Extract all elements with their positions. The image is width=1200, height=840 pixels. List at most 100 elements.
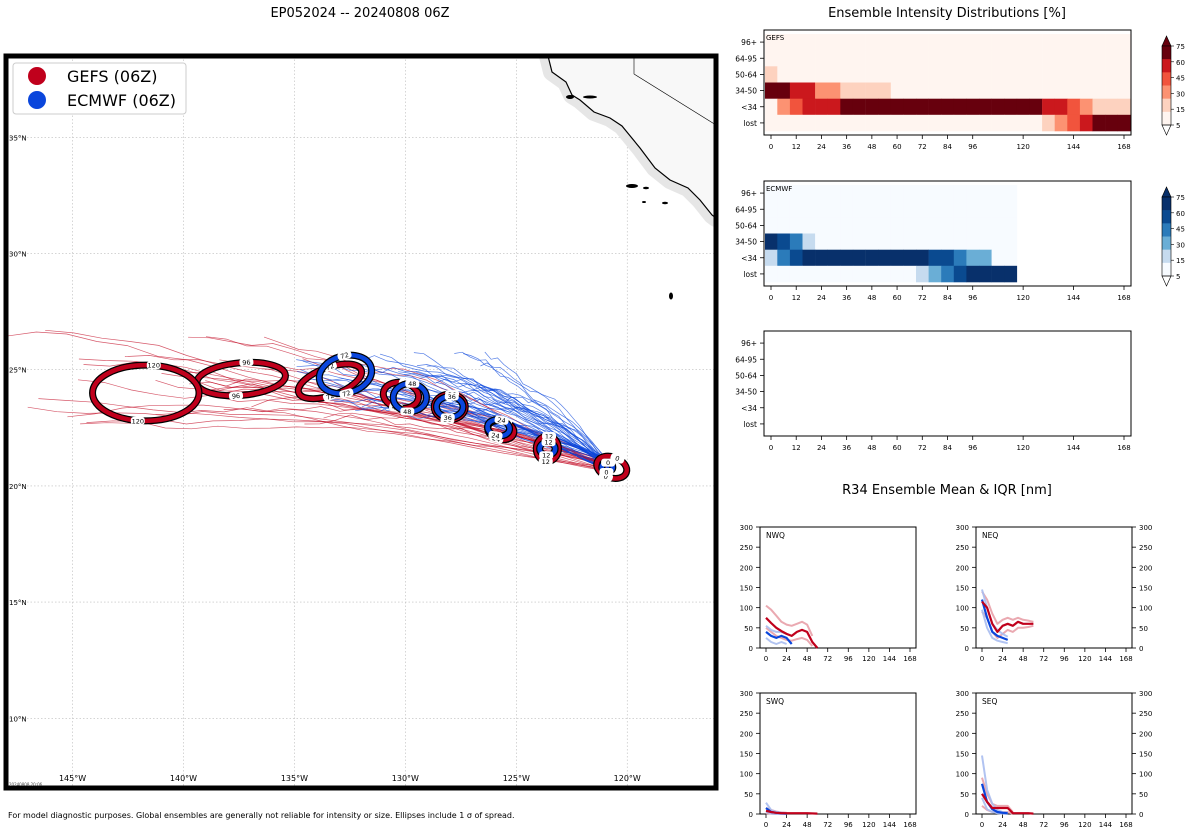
x-tick-label: 12 <box>792 444 801 452</box>
heatmap-cell <box>916 66 929 83</box>
heatmap-cell <box>1067 66 1081 83</box>
heatmap-cell <box>802 265 816 283</box>
ecmwf-ellipse: 12 12 <box>536 438 559 460</box>
island <box>583 95 597 99</box>
colorbar-frame <box>1161 196 1172 277</box>
heatmap-cell <box>852 249 866 267</box>
heatmap-cell <box>903 201 917 218</box>
gefs-hour-bg <box>146 361 161 370</box>
y-tick-label: 250 <box>740 544 753 552</box>
heatmap-cell <box>953 265 967 283</box>
heatmap-cell <box>865 185 879 202</box>
heatmap-cell <box>840 233 854 250</box>
intensity-frame <box>763 330 1132 437</box>
ecmwf-mean-line <box>980 599 1009 641</box>
heatmap-cell <box>1029 114 1043 132</box>
y-tick-label: 0 <box>965 645 969 653</box>
heatmap-cell <box>1117 50 1131 67</box>
heatmap-cell <box>840 217 854 234</box>
heatmap-cell <box>928 233 942 250</box>
gefs-mean-line <box>765 617 819 649</box>
heatmap-cell <box>1079 98 1093 116</box>
ensemble-track <box>67 404 612 464</box>
r34-panel-nwq: NWQ 0 50 100 150 200 250 300 0 24 48 72 96 120 144 168 <box>740 524 917 663</box>
heatmap-cell <box>1042 50 1055 67</box>
ecmwf-hour-bg <box>541 438 556 447</box>
x-tick-label: 72 <box>918 294 927 302</box>
heatmap-cell <box>1029 98 1043 116</box>
heatmap-cell <box>953 82 967 99</box>
ecmwf-hour-label: 12 <box>542 452 550 460</box>
heatmap-cell <box>852 201 866 218</box>
y-tick-label: 300 <box>956 524 969 532</box>
heatmap-cell <box>1079 66 1093 83</box>
y-tick-label: 300 <box>740 690 753 698</box>
heatmap-cell <box>941 265 955 283</box>
heatmap-cell <box>953 98 967 116</box>
heatmap-cell <box>890 50 904 67</box>
colorbar-top-arrow <box>1161 186 1172 198</box>
heatmap-cell <box>865 98 879 116</box>
r34-panel-label: SEQ <box>982 697 997 706</box>
heatmap-cell <box>991 34 1005 51</box>
r34-panel-swq: SWQ 0 50 100 150 200 250 300 0 24 48 72 96 120 144 168 <box>740 690 917 829</box>
heatmap-cell <box>966 233 980 250</box>
legend-gefs-marker <box>28 67 46 85</box>
heatmap-cell <box>852 185 866 202</box>
heatmap-cell <box>802 34 816 51</box>
gefs-iqr-upper <box>981 590 1034 625</box>
heatmap-cell <box>840 249 854 267</box>
intensity-panels: GEFS 96+ 64-95 50-64 34-50 <34 lost 0 12 24 36 48 60… <box>735 29 1185 452</box>
heatmap-cell <box>979 249 992 267</box>
x-tick-label: 0 <box>769 143 773 151</box>
heatmap-cell <box>765 217 778 234</box>
row-label: <34 <box>741 404 757 413</box>
heatmap-cell <box>1079 82 1093 99</box>
heatmap-cell <box>1016 82 1030 99</box>
ecmwf-hour-label: 0 <box>606 459 610 467</box>
y-tick-label: 0 <box>749 645 753 653</box>
ecmwf-ellipse: 00 <box>598 458 617 476</box>
heatmap-cell <box>840 66 854 83</box>
heatmap-cell <box>890 66 904 83</box>
heatmap-cell <box>916 98 929 116</box>
heatmap-cell <box>815 114 828 132</box>
ensemble-track <box>484 351 612 473</box>
heatmap-cell <box>815 185 828 202</box>
heatmap-cell <box>991 114 1005 132</box>
gefs-hour-label: 96 <box>242 358 251 367</box>
heatmap-cell <box>878 34 892 51</box>
gefs-hour-bg <box>538 457 553 466</box>
heatmap-cell <box>802 249 816 267</box>
heatmap-cell <box>815 34 828 51</box>
heatmap-cell <box>941 233 955 250</box>
heatmap-cell <box>878 265 892 283</box>
ecmwf-hour-label: 24 <box>491 431 501 440</box>
y-tick-label-right: 0 <box>1139 811 1143 819</box>
x-tick-label: 120 <box>862 655 875 663</box>
y-tick-label: 250 <box>740 710 753 718</box>
lat-label: 20°N <box>9 483 27 491</box>
heatmap-cell <box>1004 114 1018 132</box>
heatmap-cell <box>1105 98 1118 116</box>
coastline <box>547 56 716 219</box>
heatmap-cell <box>827 66 841 83</box>
ecmwf-hour-label: 36 <box>444 414 452 422</box>
heatmap-cell <box>827 185 841 202</box>
heatmap-cell <box>802 82 816 99</box>
row-label: <34 <box>741 103 757 112</box>
ensemble-track <box>419 375 612 468</box>
heatmap-cell <box>979 185 992 202</box>
ecmwf-mean-line <box>765 631 793 645</box>
heatmap-cell <box>890 265 904 283</box>
lon-label: 135°W <box>281 774 308 783</box>
y-tick-label-right: 200 <box>1139 564 1152 572</box>
heatmap-cell <box>802 50 816 67</box>
heatmap-cell <box>928 201 942 218</box>
x-tick-label: 168 <box>1119 655 1132 663</box>
heatmap-cell <box>966 201 980 218</box>
ecmwf-iqr-lower <box>981 609 1008 645</box>
heatmap-cell <box>953 233 967 250</box>
ecmwf-hour-label: 36 <box>448 393 456 401</box>
